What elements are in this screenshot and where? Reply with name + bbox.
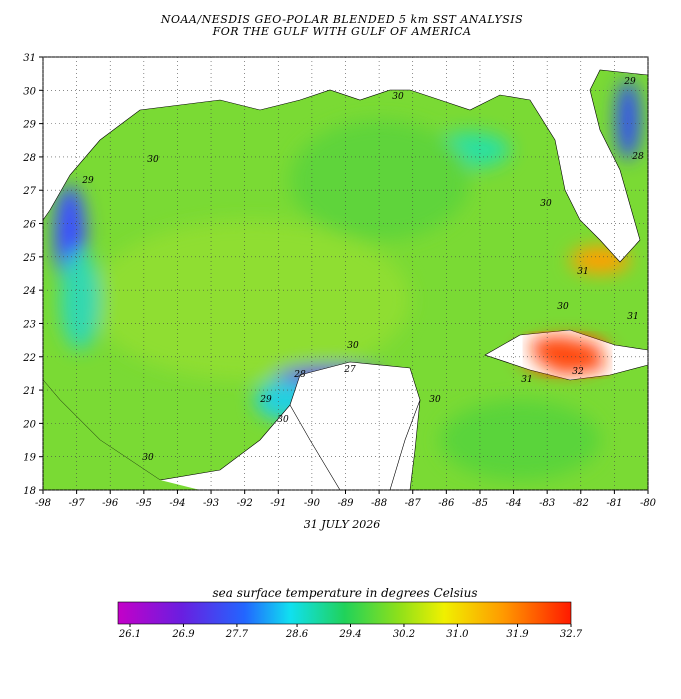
colorbar-title: sea surface temperature in degrees Celsi…: [212, 586, 477, 600]
y-tick-label: 21: [22, 386, 36, 397]
y-tick-label: 20: [22, 419, 36, 430]
contour-label: 30: [277, 415, 289, 425]
x-tick-label: -97: [69, 498, 86, 509]
y-tick-label: 26: [22, 220, 36, 231]
colorbar-tick-label: 26.1: [118, 629, 141, 640]
contour-label: 30: [540, 199, 552, 209]
x-tick-label: -81: [606, 498, 622, 509]
x-tick-label: -83: [539, 498, 555, 509]
contour-label: 30: [429, 395, 441, 405]
colorbar-tick-label: 29.4: [338, 629, 361, 640]
contour-label: 28: [631, 152, 644, 162]
x-tick-label: -88: [371, 498, 387, 509]
x-tick-label: -91: [270, 498, 286, 509]
y-tick-label: 31: [23, 53, 36, 64]
date: 31 JULY 2026: [304, 518, 381, 531]
x-tick-label: -85: [472, 498, 488, 509]
contour-label: 29: [623, 77, 636, 87]
x-tick-label: -92: [237, 498, 253, 509]
contour-label: 30: [557, 302, 569, 312]
title-line: NOAA/NESDIS GEO-POLAR BLENDED 5 km SST A…: [160, 13, 523, 26]
contour-label: 31: [521, 375, 532, 385]
contour-label: 29: [259, 395, 272, 405]
contour-label: 30: [347, 341, 359, 351]
x-tick-label: -90: [304, 498, 321, 509]
contour-label: 30: [142, 453, 154, 463]
x-tick-label: -89: [337, 498, 354, 509]
x-tick-label: -96: [102, 498, 119, 509]
y-tick-label: 23: [22, 319, 36, 330]
x-tick-label: -84: [506, 498, 522, 509]
colorbar-tick-label: 31.0: [446, 629, 469, 640]
colorbar: [117, 601, 572, 625]
contour-label: 30: [147, 155, 159, 165]
colorbar-tick-label: 32.7: [560, 629, 583, 640]
y-tick-label: 22: [22, 353, 36, 364]
contour-label: 32: [572, 367, 584, 377]
title-line: FOR THE GULF WITH GULF OF AMERICA: [212, 25, 472, 38]
colorbar-tick-label: 30.2: [393, 629, 415, 640]
x-tick-label: -86: [438, 498, 455, 509]
colorbar-tick-label: 31.9: [506, 629, 529, 640]
x-tick-label: -95: [136, 498, 152, 509]
x-tick-label: -80: [640, 498, 657, 509]
y-tick-label: 19: [23, 453, 36, 464]
x-tick-label: -98: [35, 498, 51, 509]
contour-label: 27: [343, 365, 356, 375]
contour-label: 29: [81, 176, 94, 186]
y-tick-label: 28: [22, 153, 36, 164]
contour-label: 28: [293, 370, 306, 380]
y-tick-label: 18: [23, 486, 36, 497]
contour-label: 31: [627, 312, 638, 322]
colorbar-tick-label: 28.6: [285, 629, 309, 640]
contour-label: 31: [577, 267, 588, 277]
x-tick-label: -94: [169, 498, 185, 509]
x-tick-label: -87: [405, 498, 422, 509]
colorbar-tick-label: 27.7: [225, 629, 249, 640]
y-tick-label: 30: [23, 86, 36, 97]
contour-label: 30: [392, 92, 404, 102]
colorbar-tick-label: 26.9: [171, 629, 195, 640]
y-tick-label: 24: [22, 286, 36, 297]
x-tick-label: -82: [573, 498, 589, 509]
y-tick-label: 25: [22, 253, 36, 264]
y-tick-label: 29: [22, 120, 36, 131]
y-tick-label: 27: [22, 186, 36, 197]
x-tick-label: -93: [203, 498, 219, 509]
